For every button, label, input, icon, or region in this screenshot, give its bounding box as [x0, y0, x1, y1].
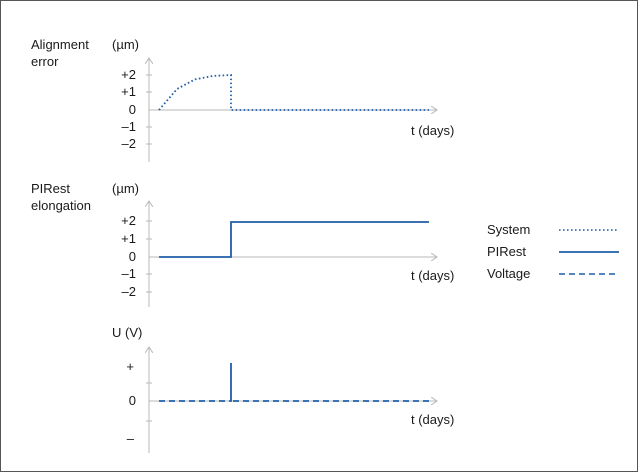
y-tick-label: –1 [122, 119, 136, 134]
y-unit-label: (µm) [112, 181, 139, 196]
y-ticks: +2 +1 0 –1 –2 [121, 213, 152, 299]
y-ticks: + 0 – [126, 359, 152, 446]
y-tick-label: –2 [122, 284, 136, 299]
legend: System PIRest Voltage [487, 222, 619, 281]
system-trace [158, 74, 429, 111]
panel-alignment-error: Alignment error (µm) t (days) +2 +1 0 –1… [31, 37, 454, 162]
y-name-line-1: PIRest [31, 181, 70, 196]
y-tick-label: +2 [121, 67, 136, 82]
y-ticks: +2 +1 0 –1 –2 [121, 67, 152, 151]
panel-voltage: U (V) t (days) + 0 – [112, 325, 454, 453]
y-name-line-2: elongation [31, 198, 91, 213]
legend-label-pirest: PIRest [487, 244, 526, 259]
y-tick-label: 0 [129, 249, 136, 264]
panel-pirest-elongation: PIRest elongation (µm) t (days) +2 +1 0 … [31, 181, 454, 307]
y-tick-label: +1 [121, 84, 136, 99]
y-tick-label: +2 [121, 213, 136, 228]
y-tick-label: –2 [122, 136, 136, 151]
y-tick-label: –1 [122, 266, 136, 281]
y-tick-label: – [127, 431, 135, 446]
y-unit-label: (µm) [112, 37, 139, 52]
pirest-trace [159, 221, 429, 258]
legend-label-system: System [487, 222, 530, 237]
y-tick-label: + [126, 359, 134, 374]
y-tick-label: 0 [129, 102, 136, 117]
y-tick-label: 0 [129, 393, 136, 408]
y-name-label: U (V) [112, 325, 142, 340]
x-axis-label: t (days) [411, 268, 454, 283]
x-axis-label: t (days) [411, 412, 454, 427]
y-tick-label: +1 [121, 231, 136, 246]
x-axis-label: t (days) [411, 123, 454, 138]
y-name-line-2: error [31, 54, 59, 69]
y-name-line-1: Alignment [31, 37, 89, 52]
voltage-trace [159, 363, 429, 402]
legend-label-voltage: Voltage [487, 266, 530, 281]
